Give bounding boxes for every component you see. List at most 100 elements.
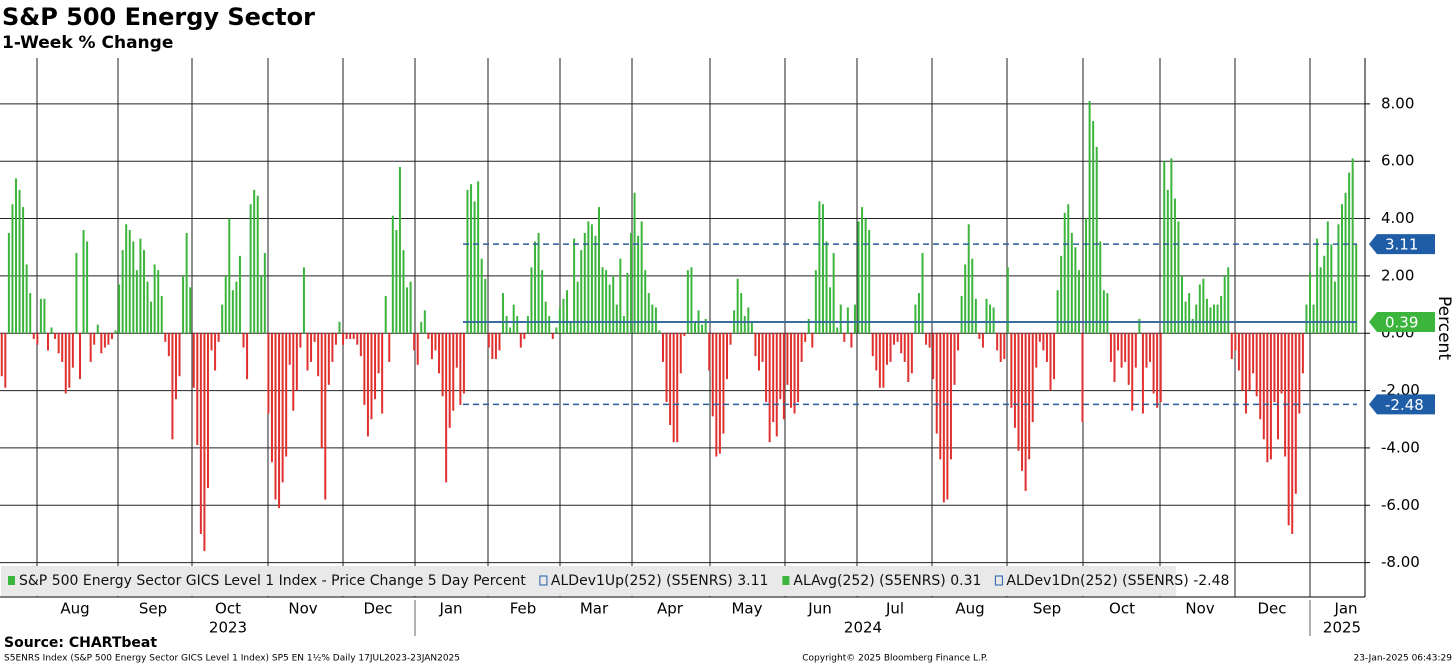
bar [7,232,10,334]
bar [999,333,1002,362]
bar [964,264,967,334]
bar [939,333,942,460]
bar [562,298,565,334]
bar [949,333,952,460]
bar [1255,333,1258,397]
bar [633,192,636,334]
bar [398,166,401,334]
bar [477,181,480,334]
bar [889,333,892,362]
bar [292,333,295,411]
bar [523,333,526,339]
bar [338,321,341,334]
bar [1049,333,1052,391]
bar [1298,333,1301,414]
bar [189,287,192,334]
bar [395,230,398,334]
x-tick-label: Apr [657,600,684,618]
bar [821,204,824,334]
bar [526,316,529,334]
bar [502,293,505,334]
bar [544,301,547,334]
bar [903,333,906,362]
bar [1095,146,1098,334]
bar [1159,333,1162,403]
x-tick-label: Sep [1033,600,1061,618]
bar [619,258,622,334]
bar [263,252,266,334]
bar [1309,273,1312,334]
bar [1230,333,1233,360]
bar [93,333,96,345]
bar [605,270,608,334]
bar [82,230,85,334]
bar [260,275,263,334]
bar [853,304,856,334]
bar [25,264,28,334]
bar [46,333,49,351]
bar [246,333,249,380]
bar [270,333,273,463]
bar [267,333,270,414]
bar [1348,172,1351,334]
bar [281,333,284,483]
legend-entry: ALDev1Dn(252) (S5ENRS) -2.48 [1006,573,1229,589]
bar [1003,333,1006,360]
bar [946,333,949,500]
reference-box [1369,312,1435,333]
legend-entry: ALDev1Up(252) (S5ENRS) 3.11 [551,573,768,589]
bar [1177,221,1180,334]
legend-box [1,566,1176,596]
bar [1145,333,1148,368]
bar [1241,333,1244,391]
x-tick-label: Feb [510,600,537,618]
bar [679,333,682,374]
x-tick-label: Oct [215,600,241,618]
legend-entry: S&P 500 Energy Sector GICS Level 1 Index… [19,573,526,589]
bar [1013,333,1016,428]
bar [996,333,999,351]
bar [206,333,209,489]
bar [558,307,561,334]
x-tick-label: Oct [1109,600,1135,618]
bar [235,281,238,334]
bar [210,333,213,351]
bar [68,333,71,388]
bar [590,224,593,334]
reference-value: 0.39 [1385,314,1418,332]
bar [715,333,718,457]
bar [89,333,92,362]
bar [683,333,686,337]
bar [1113,333,1116,382]
year-label: 2024 [844,619,882,637]
bar [78,333,81,380]
bar [541,270,544,334]
bar [1284,333,1287,457]
bar [1355,244,1358,334]
bar [342,333,345,345]
bar [1124,333,1127,362]
bar [807,318,810,334]
bar [1042,333,1045,351]
bar [942,333,945,503]
bar [608,284,611,334]
bar [928,333,931,348]
bar [420,321,423,334]
bar [907,333,910,382]
bar [327,333,330,385]
bar [32,333,35,339]
bar [925,333,928,345]
y-tick-label: -4.00 [1381,438,1420,456]
bar [1277,333,1280,440]
bar [1252,333,1255,374]
bar [391,215,394,334]
bar [640,221,643,334]
bar [1237,333,1240,371]
bar [331,333,334,362]
bar [1117,333,1120,351]
bar [551,333,554,339]
legend-swatch [539,575,548,586]
bar [1035,333,1038,368]
bar [893,333,896,345]
bar [256,195,259,334]
